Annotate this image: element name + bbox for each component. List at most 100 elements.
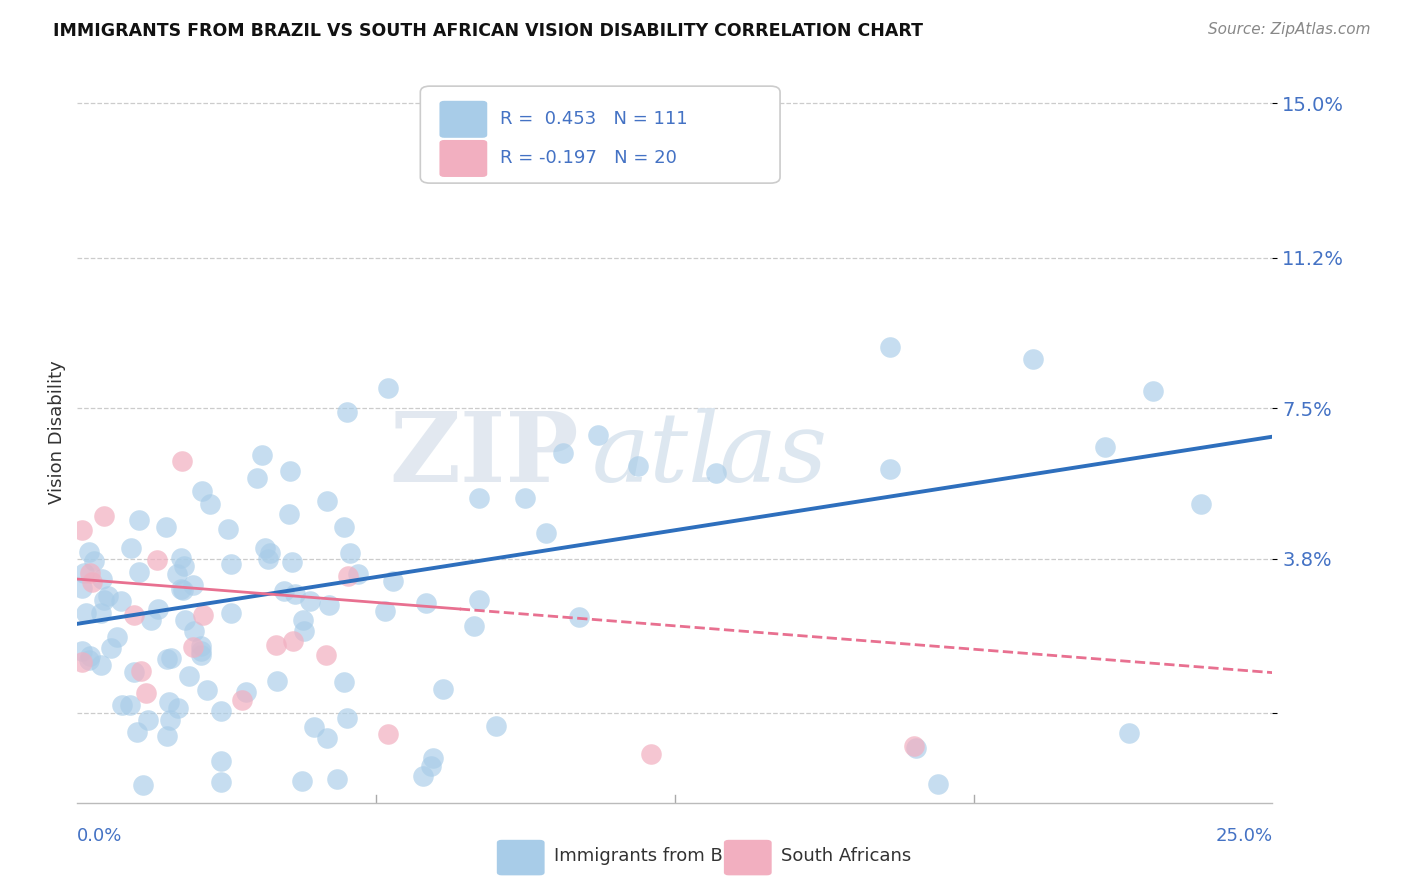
FancyBboxPatch shape	[420, 87, 780, 183]
Point	[318, 598, 340, 612]
Point	[128, 565, 150, 579]
Point	[209, 775, 232, 789]
Point	[568, 610, 591, 624]
Point	[273, 584, 295, 599]
Point	[551, 446, 574, 460]
FancyBboxPatch shape	[496, 840, 544, 875]
Point	[169, 582, 191, 596]
Point	[336, 405, 359, 419]
Point	[93, 508, 115, 523]
Point	[277, 507, 299, 521]
Point	[219, 557, 242, 571]
Point	[252, 448, 274, 462]
Point	[183, 624, 205, 639]
Point	[136, 713, 159, 727]
Point	[70, 644, 93, 658]
Point	[166, 567, 188, 582]
Point	[415, 597, 437, 611]
Point	[70, 581, 93, 595]
Point	[316, 731, 339, 745]
Point	[129, 665, 152, 679]
Point	[209, 704, 232, 718]
Point	[278, 464, 301, 478]
Point	[173, 559, 195, 574]
Point	[190, 484, 212, 499]
Point	[339, 546, 361, 560]
FancyBboxPatch shape	[440, 101, 488, 137]
Point	[231, 693, 253, 707]
Point	[110, 594, 132, 608]
Point	[79, 545, 101, 559]
Point	[377, 381, 399, 395]
Point	[302, 720, 325, 734]
Point	[132, 778, 155, 792]
Point	[90, 606, 112, 620]
Point	[326, 772, 349, 786]
Point	[181, 578, 204, 592]
Point	[246, 471, 269, 485]
Point	[70, 523, 93, 537]
Point	[259, 546, 281, 560]
Point	[135, 686, 157, 700]
Text: R =  0.453   N = 111: R = 0.453 N = 111	[501, 111, 688, 128]
Point	[128, 513, 150, 527]
Point	[200, 497, 222, 511]
Point	[82, 575, 104, 590]
Point	[190, 644, 212, 658]
Point	[83, 554, 105, 568]
Point	[905, 740, 928, 755]
Text: Source: ZipAtlas.com: Source: ZipAtlas.com	[1208, 22, 1371, 37]
Point	[107, 630, 129, 644]
Point	[75, 606, 97, 620]
Point	[1189, 497, 1212, 511]
Point	[468, 592, 491, 607]
Point	[122, 665, 145, 679]
Point	[121, 541, 143, 555]
Point	[568, 157, 591, 171]
Point	[157, 695, 180, 709]
Point	[254, 541, 277, 555]
Point	[515, 491, 537, 506]
Y-axis label: Vision Disability: Vision Disability	[48, 360, 66, 505]
Point	[879, 340, 901, 354]
Point	[292, 624, 315, 639]
Point	[333, 674, 356, 689]
Point	[100, 640, 122, 655]
Point	[283, 633, 305, 648]
Point	[315, 494, 337, 508]
Point	[209, 754, 232, 768]
Point	[422, 751, 444, 765]
Point	[627, 459, 650, 474]
Point	[264, 638, 287, 652]
Point	[292, 614, 315, 628]
Point	[336, 568, 359, 582]
Point	[159, 713, 181, 727]
Text: R = -0.197   N = 20: R = -0.197 N = 20	[501, 150, 678, 168]
Point	[346, 566, 368, 581]
Point	[181, 640, 204, 655]
Point	[172, 582, 194, 597]
Point	[640, 747, 662, 761]
Point	[217, 522, 239, 536]
Point	[156, 729, 179, 743]
Point	[191, 607, 214, 622]
Point	[172, 454, 194, 468]
Text: 0.0%: 0.0%	[77, 827, 122, 846]
Point	[79, 648, 101, 663]
Point	[332, 519, 354, 533]
Point	[374, 604, 396, 618]
Point	[97, 589, 120, 603]
Point	[298, 593, 321, 607]
Point	[159, 651, 181, 665]
Point	[903, 739, 925, 753]
Point	[266, 674, 288, 689]
Text: 25.0%: 25.0%	[1215, 827, 1272, 846]
Point	[170, 551, 193, 566]
Point	[79, 566, 101, 581]
Text: ZIP: ZIP	[389, 408, 579, 502]
Point	[190, 639, 212, 653]
Point	[235, 685, 257, 699]
Point	[463, 619, 485, 633]
Point	[879, 461, 901, 475]
Point	[1094, 440, 1116, 454]
